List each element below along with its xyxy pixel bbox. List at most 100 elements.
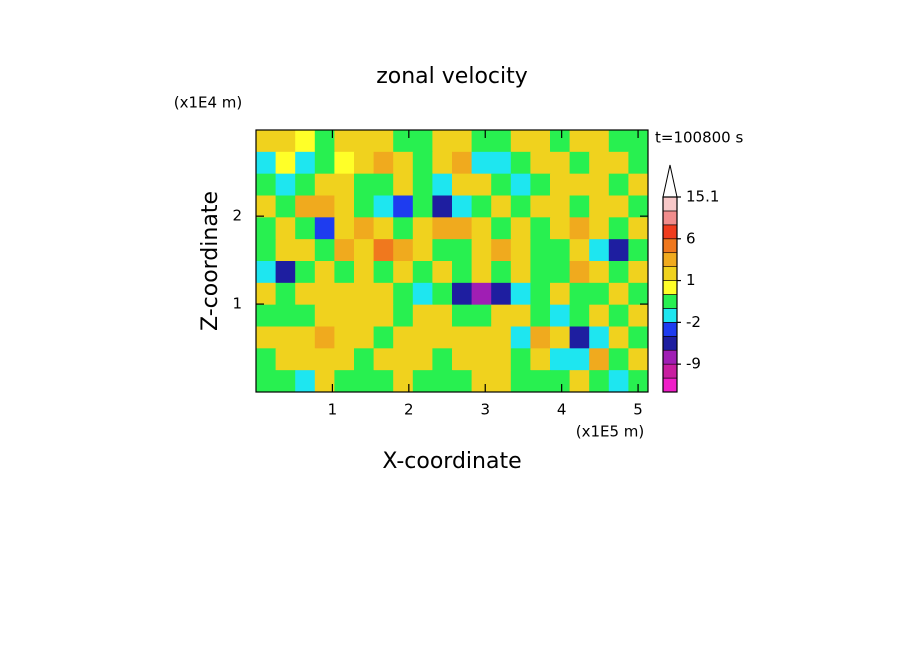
- field-cell: [432, 282, 453, 306]
- field-cell: [412, 130, 433, 153]
- field-cell: [354, 173, 375, 197]
- field-cell: [589, 239, 610, 262]
- field-cell: [510, 304, 531, 328]
- colorbar-box: [662, 280, 678, 295]
- field-cell: [432, 195, 453, 218]
- field-cell: [412, 239, 433, 262]
- field-cell: [334, 130, 355, 153]
- field-cell: [491, 261, 512, 284]
- y-multiplier: (x1E4 m): [174, 94, 243, 112]
- field-cell: [334, 151, 355, 175]
- field-cell: [412, 326, 433, 349]
- field-cell: [373, 173, 394, 197]
- field-cell: [295, 195, 316, 218]
- field-cell: [608, 195, 629, 218]
- field-cell: [412, 261, 433, 284]
- field-cell: [628, 348, 648, 371]
- colorbar-over: [662, 164, 678, 198]
- field-cell: [314, 261, 335, 284]
- colorbar-tick-label: -2: [686, 313, 701, 331]
- field-cell: [295, 304, 316, 328]
- field-cell: [608, 130, 629, 153]
- colorbar-box: [662, 224, 678, 240]
- field-cell: [314, 173, 335, 197]
- field-cell: [354, 130, 375, 153]
- field-cell: [354, 239, 375, 262]
- field-cell: [569, 151, 590, 175]
- field-cell: [275, 217, 296, 240]
- field-cell: [510, 282, 531, 306]
- colorbar-box: [662, 238, 678, 254]
- field-cell: [510, 151, 531, 175]
- field-cell: [569, 348, 590, 371]
- field-cell: [530, 326, 551, 349]
- field-cell: [589, 261, 610, 284]
- field-cell: [530, 370, 551, 392]
- field-cell: [432, 261, 453, 284]
- field-cell: [628, 370, 648, 392]
- field-cell: [589, 370, 610, 392]
- colorbar-box: [662, 377, 678, 393]
- field-cell: [510, 195, 531, 218]
- field-cell: [432, 304, 453, 328]
- colorbar-box: [662, 322, 678, 337]
- field-cell: [608, 326, 629, 349]
- field-cell: [471, 173, 492, 197]
- field-cell: [334, 304, 355, 328]
- field-cell: [589, 348, 610, 371]
- field-cell: [628, 261, 648, 284]
- field-cell: [550, 370, 571, 392]
- field-cell: [256, 348, 277, 371]
- field-cell: [256, 370, 277, 392]
- field-cell: [354, 151, 375, 175]
- field-cell: [275, 130, 296, 153]
- colorbar-box: [662, 335, 678, 351]
- colorbar-tick-label: 6: [686, 229, 696, 247]
- field-cell: [569, 130, 590, 153]
- field-cell: [412, 370, 433, 392]
- field-cell: [314, 239, 335, 262]
- field-cell: [354, 326, 375, 349]
- field-cell: [510, 239, 531, 262]
- field-cell: [608, 348, 629, 371]
- field-cell: [628, 217, 648, 240]
- field-cell: [314, 195, 335, 218]
- field-cell: [550, 239, 571, 262]
- field-cell: [373, 239, 394, 262]
- field-cell: [275, 261, 296, 284]
- field-cell: [491, 151, 512, 175]
- field-cell: [569, 217, 590, 240]
- field-cell: [393, 173, 414, 197]
- field-cell: [550, 282, 571, 306]
- field-cell: [491, 130, 512, 153]
- field-cell: [295, 282, 316, 306]
- field-cell: [432, 326, 453, 349]
- y-axis-label: Z-coordinate: [198, 191, 223, 331]
- field-cell: [354, 370, 375, 392]
- field-cell: [491, 217, 512, 240]
- field-cell: [530, 217, 551, 240]
- field-cell: [393, 261, 414, 284]
- field-cell: [373, 370, 394, 392]
- field-cell: [569, 326, 590, 349]
- field-cell: [295, 130, 316, 153]
- field-cell: [393, 151, 414, 175]
- colorbar-box: [662, 363, 678, 379]
- field-cell: [471, 239, 492, 262]
- field-cell: [491, 304, 512, 328]
- field-cell: [589, 173, 610, 197]
- field-cell: [275, 370, 296, 392]
- field-cell: [530, 261, 551, 284]
- field-cell: [569, 173, 590, 197]
- field-cell: [471, 348, 492, 371]
- field-cell: [275, 151, 296, 175]
- field-cell: [608, 304, 629, 328]
- field-cell: [471, 282, 492, 306]
- field-cell: [432, 239, 453, 262]
- field-cell: [550, 304, 571, 328]
- field-cell: [393, 304, 414, 328]
- x-tick-label: 2: [404, 401, 414, 419]
- field-cell: [393, 217, 414, 240]
